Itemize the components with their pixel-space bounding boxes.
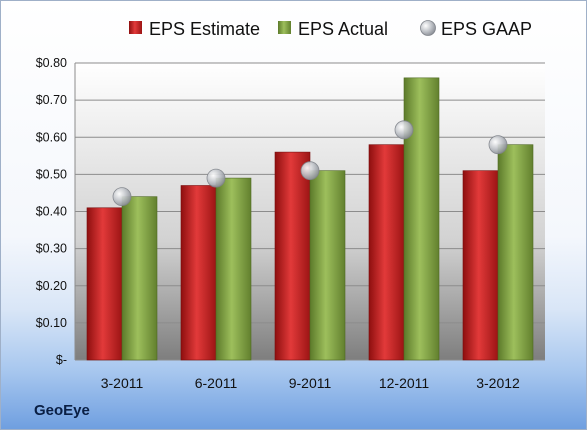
legend: EPS Estimate EPS Actual EPS GAAP bbox=[129, 19, 532, 39]
point-eps-gaap bbox=[206, 168, 226, 188]
y-tick-label: $0.10 bbox=[36, 316, 67, 330]
x-axis-category-labels: 3-2011 6-2011 9-2011 12-2011 3-2012 bbox=[101, 375, 520, 391]
bar-eps-estimate bbox=[86, 207, 123, 361]
x-category-label: 9-2011 bbox=[289, 375, 332, 391]
bar-eps-estimate bbox=[368, 144, 405, 361]
bar-eps-actual bbox=[403, 77, 440, 361]
bar-eps-actual bbox=[215, 177, 252, 361]
y-tick-label: $0.30 bbox=[36, 242, 67, 256]
y-tick-label: $0.50 bbox=[36, 167, 67, 181]
company-name: GeoEye bbox=[34, 402, 90, 419]
legend-label: EPS GAAP bbox=[441, 19, 532, 39]
bar-eps-actual bbox=[497, 144, 534, 361]
y-tick-label: $0.70 bbox=[36, 93, 67, 107]
bar-eps-estimate bbox=[274, 151, 311, 361]
y-axis-tick-labels: $- $0.10 $0.20 $0.30 $0.40 $0.50 $0.60 $0.70 $0.… bbox=[36, 56, 67, 367]
legend-swatch-eps-estimate bbox=[129, 21, 142, 34]
point-eps-gaap bbox=[394, 120, 414, 140]
y-tick-label: $0.40 bbox=[36, 205, 67, 219]
legend-label: EPS Actual bbox=[298, 19, 388, 39]
bar-eps-estimate bbox=[180, 185, 217, 361]
x-category-label: 3-2012 bbox=[476, 375, 520, 391]
y-tick-label: $0.80 bbox=[36, 56, 67, 70]
legend-label: EPS Estimate bbox=[149, 19, 260, 39]
gaap-points bbox=[112, 120, 508, 207]
point-eps-gaap bbox=[488, 135, 508, 155]
bar-eps-actual bbox=[121, 196, 158, 361]
bars bbox=[86, 77, 534, 361]
point-eps-gaap bbox=[112, 187, 132, 207]
legend-swatch-eps-gaap bbox=[420, 20, 436, 36]
y-tick-label: $- bbox=[56, 353, 67, 367]
x-category-label: 12-2011 bbox=[379, 375, 430, 391]
y-tick-label: $0.60 bbox=[36, 130, 67, 144]
y-tick-label: $0.20 bbox=[36, 279, 67, 293]
x-category-label: 6-2011 bbox=[195, 375, 238, 391]
point-eps-gaap bbox=[300, 161, 320, 181]
legend-swatch-eps-actual bbox=[278, 21, 291, 34]
x-category-label: 3-2011 bbox=[101, 375, 144, 391]
bar-eps-estimate bbox=[462, 170, 499, 361]
bar-eps-actual bbox=[309, 170, 346, 361]
